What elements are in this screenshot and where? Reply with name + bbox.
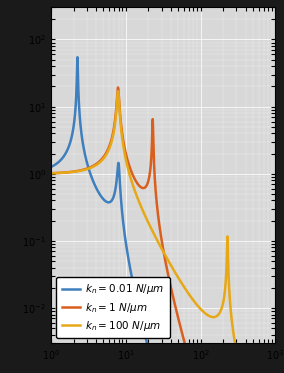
$k_n = 100\ N/\mu m$ [135,194,139,198]
Line: $k_n = 0.01\ N/\mu m$: $k_n = 0.01\ N/\mu m$ [51,57,275,373]
$k_n = 100\ N/\mu m$ [217,312,220,317]
$k_n = 0.01\ N/\mu m$ [135,299,139,303]
$k_n = 0.01\ N/\mu m$ [49,164,53,169]
$k_n = 100\ N/\mu m$ [234,344,237,349]
$k_n = 0.01\ N/\mu m$ [90,176,94,180]
$k_n = 1\ N/\mu m$ [90,164,93,169]
$k_n = 100\ N/\mu m$ [195,303,199,307]
Legend: $k_n = 0.01\ N/\mu m$, $k_n = 1\ N/\mu m$, $k_n = 100\ N/\mu m$: $k_n = 0.01\ N/\mu m$, $k_n = 1\ N/\mu m… [56,277,170,338]
$k_n = 100\ N/\mu m$ [49,171,53,176]
Line: $k_n = 1\ N/\mu m$: $k_n = 1\ N/\mu m$ [51,88,275,373]
$k_n = 1\ N/\mu m$ [116,85,120,90]
$k_n = 0.01\ N/\mu m$ [76,55,79,60]
$k_n = 100\ N/\mu m$ [116,89,120,94]
$k_n = 1\ N/\mu m$ [135,181,139,185]
$k_n = 100\ N/\mu m$ [90,165,93,170]
$k_n = 1\ N/\mu m$ [184,345,187,349]
Line: $k_n = 100\ N/\mu m$: $k_n = 100\ N/\mu m$ [51,91,275,373]
$k_n = 100\ N/\mu m$ [184,287,187,292]
$k_n = 1\ N/\mu m$ [49,171,53,175]
